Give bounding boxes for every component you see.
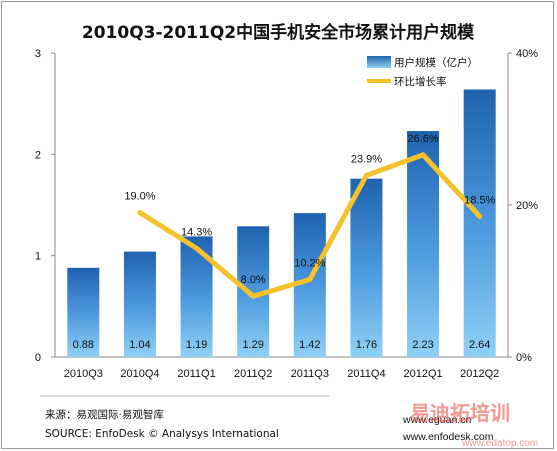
category-label: 2012Q1	[403, 368, 442, 380]
growth-rate-point	[194, 245, 200, 251]
growth-rate-label: 8.0%	[241, 274, 266, 286]
category-label: 2011Q1	[177, 368, 215, 380]
growth-rate-point	[137, 210, 143, 216]
bar-value-label: 1.76	[356, 339, 377, 351]
url-eguan: www.eguan.cn	[402, 414, 471, 426]
left-tick-label: 2	[35, 149, 41, 161]
chart-title: 2010Q3-2011Q2中国手机安全市场累计用户规模	[82, 22, 475, 43]
category-label: 2011Q3	[291, 368, 329, 380]
bar-2011Q4	[350, 178, 383, 357]
right-axis-ticks: 0% 20% 40%	[508, 48, 538, 364]
category-label: 2011Q4	[347, 368, 385, 380]
line-series	[137, 152, 483, 299]
bar-2012Q2	[463, 89, 496, 357]
right-tick-label: 0%	[516, 352, 532, 364]
watermark-sub: www.edatop.com	[461, 438, 538, 449]
url-enfodesk: www.enfodesk.com	[402, 431, 494, 443]
growth-rate-point	[420, 152, 426, 158]
bar-value-label: 2.64	[469, 339, 490, 351]
category-label: 2010Q4	[120, 368, 159, 380]
category-label: 2011Q2	[234, 368, 272, 380]
bar-2010Q4	[123, 251, 156, 357]
bar-value-label: 1.42	[299, 339, 320, 351]
left-tick-label: 1	[35, 251, 41, 263]
growth-rate-point	[250, 293, 256, 299]
watermark-text: 易迪拓培训	[410, 401, 510, 425]
growth-rate-point	[307, 276, 313, 282]
growth-rate-label: 19.0%	[124, 191, 155, 203]
growth-rate-label: 14.3%	[181, 226, 212, 238]
category-label: 2012Q2	[460, 368, 499, 380]
growth-rate-label: 18.5%	[464, 194, 495, 206]
source-cn: 来源：易观国际·易观智库	[45, 408, 164, 421]
bar-value-label: 2.23	[412, 339, 433, 351]
source-en: SOURCE: EnfoDesk © Analysys Internationa…	[45, 428, 279, 440]
right-tick-label: 40%	[516, 48, 538, 60]
legend-bar-label: 用户规模（亿户）	[394, 56, 478, 69]
category-labels: 2010Q3 2010Q4 2011Q1 2011Q2 2011Q3 2011Q4 2012…	[64, 368, 500, 380]
left-tick-label: 0	[35, 352, 41, 364]
legend: 用户规模（亿户） 环比增长率	[367, 56, 478, 88]
category-label: 2010Q3	[64, 368, 103, 380]
bar-value-label: 0.88	[73, 339, 94, 351]
bar-series	[67, 89, 496, 357]
bar-value-label: 1.29	[242, 339, 263, 351]
bar-2010Q3	[67, 267, 100, 357]
growth-rate-point	[477, 213, 483, 219]
right-tick-label: 20%	[516, 200, 538, 212]
legend-bar-swatch	[367, 56, 391, 68]
growth-rate-point	[363, 172, 369, 178]
left-tick-label: 3	[35, 48, 41, 60]
growth-rate-label: 23.9%	[351, 153, 382, 165]
bar-value-label: 1.04	[129, 339, 150, 351]
line-value-labels: 19.0% 14.3% 8.0% 10.2% 23.9% 26.6% 18.5%	[124, 133, 495, 286]
growth-rate-label: 10.2%	[294, 257, 325, 269]
left-axis-ticks: 0 1 2 3	[35, 48, 55, 364]
growth-rate-label: 26.6%	[407, 133, 438, 145]
bar-value-label: 1.19	[186, 339, 207, 351]
bar-value-labels: 0.88 1.04 1.19 1.29 1.42 1.76 2.23 2.64	[73, 339, 491, 351]
legend-line-label: 环比增长率	[394, 75, 447, 88]
